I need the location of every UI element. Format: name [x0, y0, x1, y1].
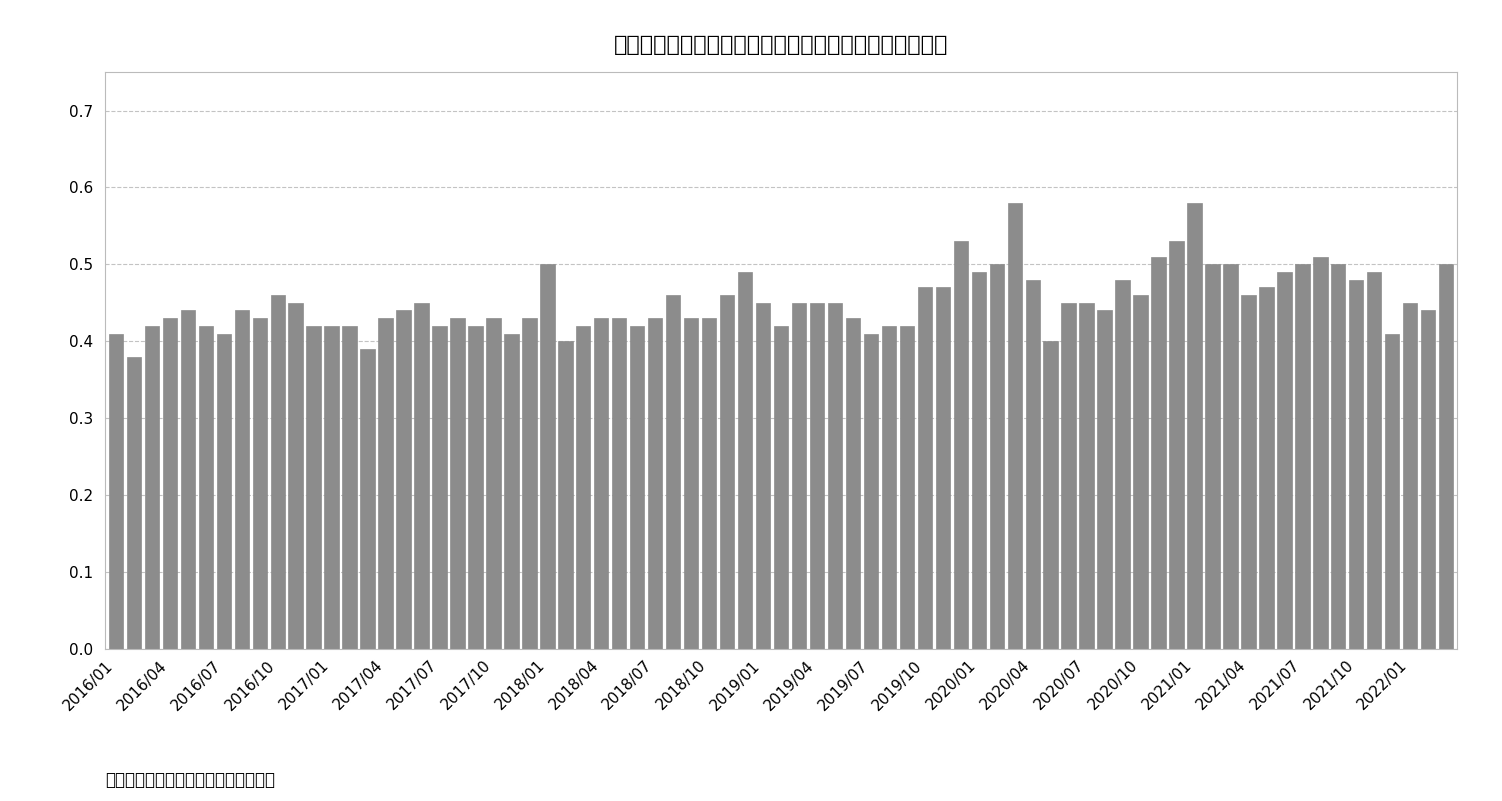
Bar — [1187, 203, 1202, 649]
Bar — [864, 333, 879, 649]
Bar — [1116, 280, 1130, 649]
Bar — [1205, 264, 1220, 649]
Bar — [629, 326, 644, 649]
Bar — [900, 326, 915, 649]
Bar — [719, 295, 734, 649]
Bar — [882, 326, 897, 649]
Title: 図表４：電子マネーによる決済額の推移（兆円：月次）: 図表４：電子マネーによる決済額の推移（兆円：月次） — [614, 35, 948, 55]
Bar — [936, 288, 951, 649]
Bar — [415, 303, 428, 649]
Bar — [342, 326, 357, 649]
Bar — [774, 326, 789, 649]
Bar — [613, 318, 626, 649]
Bar — [701, 318, 716, 649]
Bar — [1403, 303, 1418, 649]
Bar — [1277, 272, 1292, 649]
Bar — [1367, 272, 1382, 649]
Bar — [918, 288, 933, 649]
Bar — [595, 318, 608, 649]
Bar — [505, 333, 518, 649]
Bar — [828, 303, 843, 649]
Bar — [469, 326, 482, 649]
Bar — [1080, 303, 1093, 649]
Bar — [1044, 341, 1057, 649]
Bar — [180, 311, 195, 649]
Text: （資料：日本銀行のデータから作成）: （資料：日本銀行のデータから作成） — [105, 771, 275, 789]
Bar — [1295, 264, 1310, 649]
Bar — [252, 318, 267, 649]
Bar — [433, 326, 446, 649]
Bar — [1008, 203, 1021, 649]
Bar — [270, 295, 285, 649]
Bar — [541, 264, 554, 649]
Bar — [523, 318, 536, 649]
Bar — [1331, 264, 1346, 649]
Bar — [451, 318, 464, 649]
Bar — [1385, 333, 1400, 649]
Bar — [216, 333, 231, 649]
Bar — [1439, 264, 1454, 649]
Bar — [1223, 264, 1238, 649]
Bar — [1421, 311, 1436, 649]
Bar — [683, 318, 698, 649]
Bar — [792, 303, 807, 649]
Bar — [360, 349, 376, 649]
Bar — [1098, 311, 1111, 649]
Bar — [108, 333, 123, 649]
Bar — [198, 326, 213, 649]
Bar — [990, 264, 1003, 649]
Bar — [306, 326, 321, 649]
Bar — [1152, 256, 1166, 649]
Bar — [487, 318, 500, 649]
Bar — [324, 326, 339, 649]
Bar — [288, 303, 303, 649]
Bar — [1349, 280, 1364, 649]
Bar — [1134, 295, 1148, 649]
Bar — [756, 303, 771, 649]
Bar — [162, 318, 177, 649]
Bar — [1170, 241, 1184, 649]
Bar — [1026, 280, 1039, 649]
Bar — [737, 272, 753, 649]
Bar — [665, 295, 680, 649]
Bar — [559, 341, 572, 649]
Bar — [234, 311, 249, 649]
Bar — [647, 318, 662, 649]
Bar — [577, 326, 590, 649]
Bar — [1241, 295, 1256, 649]
Bar — [1259, 288, 1274, 649]
Bar — [954, 241, 967, 649]
Bar — [1062, 303, 1075, 649]
Bar — [846, 318, 861, 649]
Bar — [397, 311, 410, 649]
Bar — [379, 318, 392, 649]
Bar — [810, 303, 825, 649]
Bar — [972, 272, 985, 649]
Bar — [144, 326, 159, 649]
Bar — [126, 356, 141, 649]
Bar — [1313, 256, 1328, 649]
